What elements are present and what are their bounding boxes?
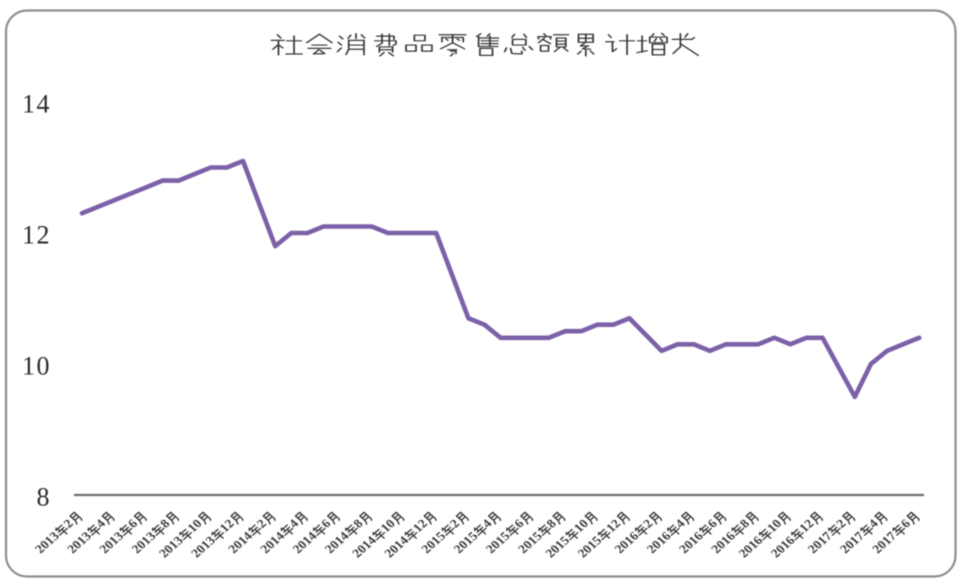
svg-text:2015: 2015 — [450, 529, 480, 556]
svg-text:2016: 2016 — [676, 528, 707, 556]
svg-text:2014: 2014 — [321, 528, 352, 556]
svg-text:2015: 2015 — [542, 533, 572, 560]
svg-text:2015: 2015 — [515, 529, 545, 556]
svg-text:10: 10 — [22, 351, 51, 380]
svg-text:2016: 2016 — [708, 528, 739, 556]
svg-text:2013: 2013 — [32, 528, 63, 556]
svg-text:2013: 2013 — [156, 533, 187, 561]
svg-text:2016: 2016 — [767, 533, 798, 561]
svg-text:2016: 2016 — [735, 533, 766, 561]
svg-text:2013: 2013 — [128, 528, 159, 556]
svg-text:2014: 2014 — [289, 528, 320, 556]
svg-text:2013: 2013 — [64, 528, 95, 556]
svg-text:14: 14 — [22, 89, 51, 118]
svg-text:2014: 2014 — [257, 528, 288, 556]
svg-text:12: 12 — [22, 220, 51, 249]
svg-text:8: 8 — [37, 482, 52, 511]
svg-text:2015: 2015 — [482, 529, 512, 556]
svg-text:2017: 2017 — [837, 528, 868, 556]
svg-text:2013: 2013 — [96, 528, 127, 556]
svg-text:2015: 2015 — [574, 533, 604, 560]
svg-text:2017: 2017 — [869, 528, 900, 556]
svg-text:2014: 2014 — [349, 533, 380, 561]
svg-text:2014: 2014 — [381, 533, 412, 561]
svg-text:2016: 2016 — [643, 528, 674, 556]
svg-text:2013: 2013 — [188, 533, 219, 561]
